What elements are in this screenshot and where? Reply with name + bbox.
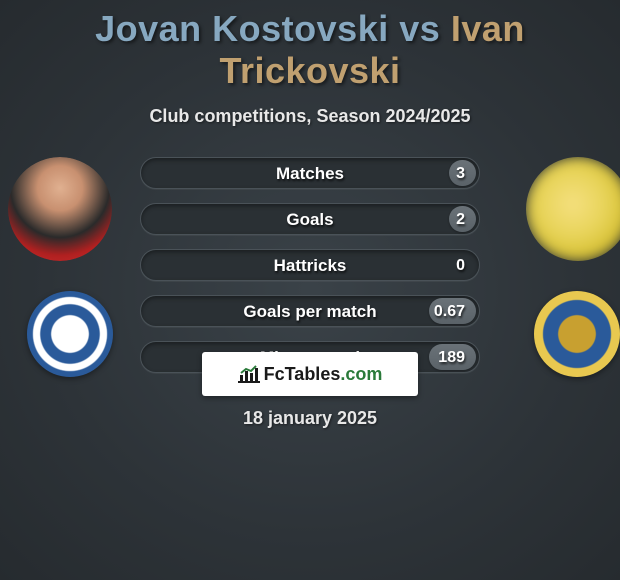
stat-row: 0Hattricks	[140, 249, 480, 281]
brand-badge: FcTables.com	[202, 352, 418, 396]
subtitle: Club competitions, Season 2024/2025	[0, 106, 620, 127]
stat-row: 2Goals	[140, 203, 480, 235]
date-text: 18 january 2025	[0, 408, 620, 429]
player2-club-crest	[534, 291, 620, 377]
stat-label: Goals per match	[141, 296, 479, 328]
chart-icon	[238, 365, 260, 383]
stat-row: 3Matches	[140, 157, 480, 189]
stat-row: 0.67Goals per match	[140, 295, 480, 327]
vs-text: vs	[399, 8, 440, 49]
player1-name: Jovan Kostovski	[95, 8, 389, 49]
brand-text: FcTables.com	[264, 364, 383, 385]
page-title: Jovan Kostovski vs Ivan Trickovski	[0, 0, 620, 92]
stat-label: Hattricks	[141, 250, 479, 282]
stat-label: Goals	[141, 204, 479, 236]
player1-avatar	[8, 157, 112, 261]
player1-club-crest	[27, 291, 113, 377]
player2-avatar	[526, 157, 620, 261]
stat-label: Matches	[141, 158, 479, 190]
